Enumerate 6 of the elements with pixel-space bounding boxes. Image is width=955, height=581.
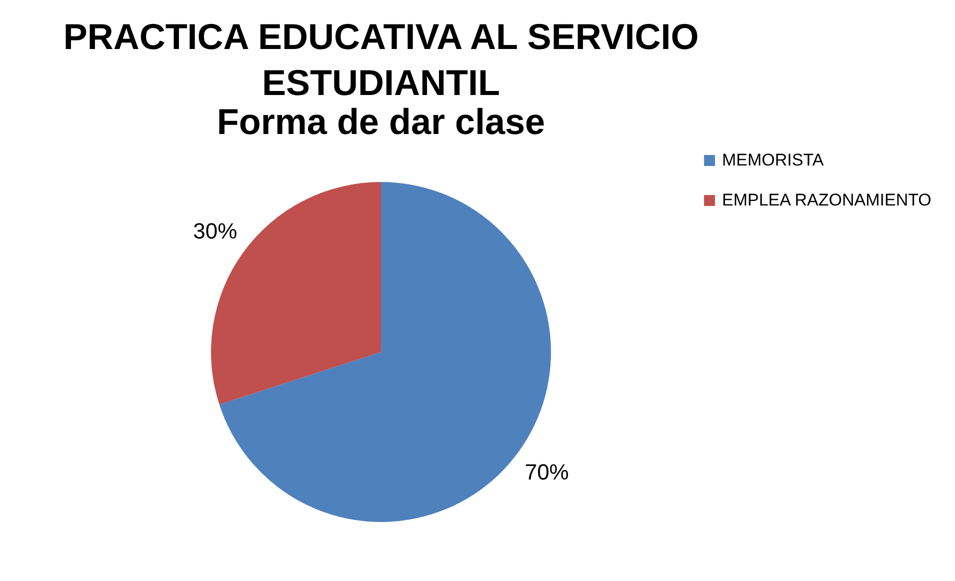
data-label: 70% bbox=[524, 459, 569, 484]
chart-title: PRACTICA EDUCATIVA AL SERVICIO ESTUDIANTIL bbox=[63, 16, 699, 103]
legend-label: MEMORISTA bbox=[722, 150, 824, 170]
chart-subtitle: Forma de dar clase bbox=[216, 101, 546, 142]
legend-label: EMPLEA RAZONAMIENTO bbox=[722, 190, 932, 210]
data-label: 30% bbox=[193, 218, 238, 244]
